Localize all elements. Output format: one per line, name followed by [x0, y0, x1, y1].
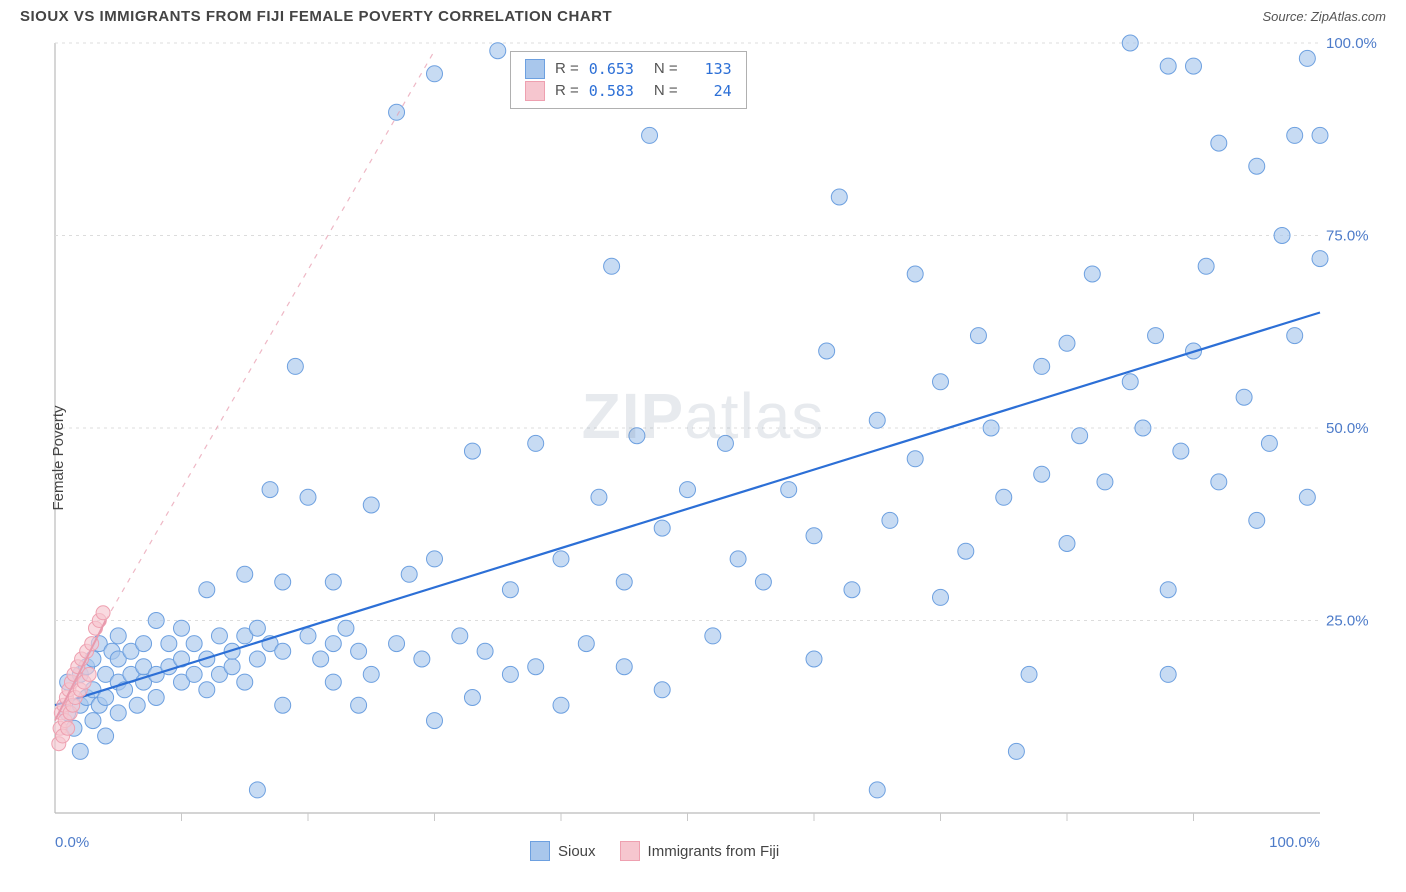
svg-text:50.0%: 50.0% [1326, 420, 1369, 437]
swatch-icon [525, 81, 545, 101]
svg-text:25.0%: 25.0% [1326, 613, 1369, 630]
scatter-plot: 25.0% 50.0% 75.0% 100.0% 0.0% 100.0% [0, 33, 1406, 883]
y-axis-label: Female Poverty [50, 405, 67, 510]
swatch-icon [530, 841, 550, 861]
svg-text:0.0%: 0.0% [55, 834, 89, 851]
n-value: 133 [688, 58, 732, 80]
source-attribution: Source: ZipAtlas.com [1262, 9, 1386, 24]
r-value: 0.583 [589, 80, 634, 102]
svg-text:100.0%: 100.0% [1326, 35, 1377, 52]
chart-container: Female Poverty ZIPatlas 25.0%50.0%75.0%1… [0, 33, 1406, 883]
stats-row: R = 0.583 N = 24 [525, 80, 732, 102]
legend-label: Immigrants from Fiji [648, 843, 780, 860]
svg-text:75.0%: 75.0% [1326, 228, 1369, 245]
n-label: N = [654, 80, 678, 102]
legend-item: Immigrants from Fiji [620, 841, 780, 861]
legend-item: Sioux [530, 841, 596, 861]
r-value: 0.653 [589, 58, 634, 80]
swatch-icon [525, 59, 545, 79]
correlation-stats-box: R = 0.653 N = 133 R = 0.583 N = 24 [510, 51, 747, 109]
stats-row: R = 0.653 N = 133 [525, 58, 732, 80]
swatch-icon [620, 841, 640, 861]
n-label: N = [654, 58, 678, 80]
series-legend: Sioux Immigrants from Fiji [530, 841, 779, 861]
chart-title: SIOUX VS IMMIGRANTS FROM FIJI FEMALE POV… [20, 8, 612, 25]
svg-text:100.0%: 100.0% [1269, 834, 1320, 851]
n-value: 24 [688, 80, 732, 102]
r-label: R = [555, 58, 579, 80]
r-label: R = [555, 80, 579, 102]
legend-label: Sioux [558, 843, 596, 860]
